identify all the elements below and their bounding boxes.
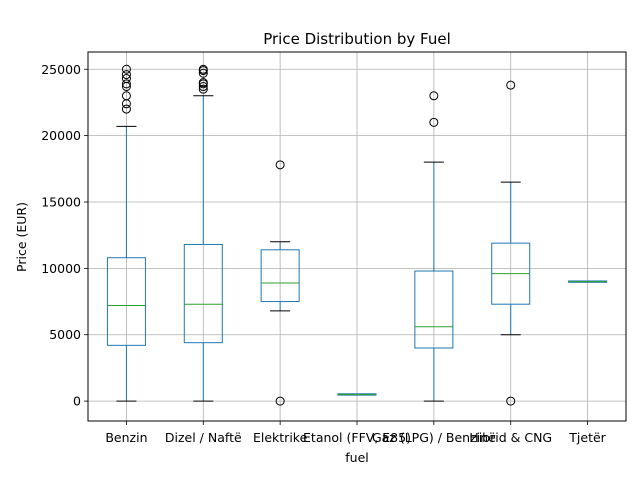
x-tick-label: Tjetër <box>568 430 606 445</box>
grid-layer <box>88 52 626 421</box>
outlier-point <box>198 64 208 74</box>
iqr-box <box>260 249 300 303</box>
box-group <box>183 64 223 402</box>
y-tick-label: 15000 <box>41 194 81 209</box>
x-tick-label: Benzin <box>105 430 147 445</box>
outlier-point <box>275 160 285 170</box>
outlier-point <box>198 78 208 88</box>
outlier-point <box>429 91 439 101</box>
y-tick-label: 10000 <box>41 261 81 276</box>
outlier-point <box>198 68 208 78</box>
outlier-point <box>198 82 208 92</box>
box-group <box>260 160 300 406</box>
iqr-box <box>183 243 223 344</box>
outlier-point <box>121 64 131 74</box>
y-tick-label: 25000 <box>41 62 81 77</box>
x-tick-label: Elektrike <box>253 430 308 445</box>
outlier-point <box>121 70 131 80</box>
outlier-point <box>121 104 131 114</box>
x-axis-title: fuel <box>345 450 369 465</box>
outlier-point <box>275 396 285 406</box>
y-tick-label: 5000 <box>49 327 81 342</box>
outlier-point <box>121 91 131 101</box>
outlier-point <box>429 117 439 127</box>
outlier-point <box>121 79 131 89</box>
iqr-box <box>106 257 146 346</box>
x-tick-label: Etanol (FFV, E85) <box>303 430 411 445</box>
box-group <box>414 91 454 402</box>
x-tick-label: Dizel / Naftë <box>165 430 242 445</box>
y-tick-label: 0 <box>73 394 81 409</box>
outlier-point <box>198 84 208 94</box>
box-group <box>337 393 377 396</box>
axis-layer: 0 5000 10000 15000 20000 25000 Benzin Dizel / N… <box>41 62 606 445</box>
x-tick-label: Hibrid & CNG <box>469 430 552 445</box>
x-tick-label: Gaz (LPG) / Benzinë <box>372 430 496 445</box>
box-group <box>106 64 146 402</box>
outlier-point <box>506 80 516 90</box>
outlier-point <box>506 396 516 406</box>
iqr-box <box>414 270 454 349</box>
chart-title: Price Distribution by Fuel <box>263 30 451 48</box>
box-group <box>491 80 531 406</box>
y-axis-title: Price (EUR) <box>14 202 29 272</box>
box-layer <box>106 64 608 406</box>
outlier-point <box>121 74 131 84</box>
box-group <box>568 280 608 283</box>
y-tick-label: 20000 <box>41 128 81 143</box>
